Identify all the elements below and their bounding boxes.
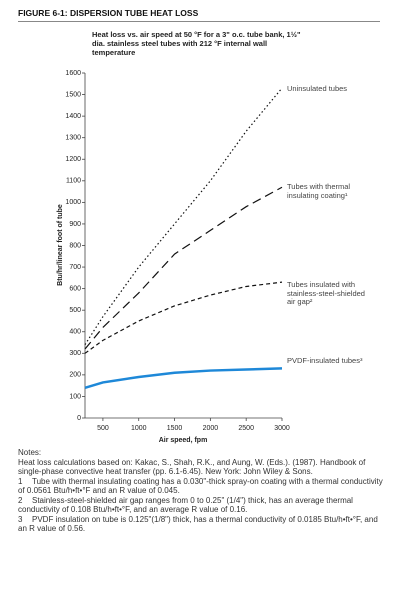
y-axis-label: Btu/hr/linear foot of tube <box>57 204 64 286</box>
y-tick-label: 1000 <box>65 199 81 206</box>
y-tick-label: 1200 <box>65 156 81 163</box>
notes-source: Heat loss calculations based on: Kakac, … <box>18 457 366 477</box>
note-item: 1 Tube with thermal insulating coating ha… <box>18 477 388 496</box>
series-label: Uninsulated tubes <box>287 84 348 93</box>
chart: Btu/hr/linear foot of tube Air speed, fp… <box>57 70 290 444</box>
x-tick-label: 1500 <box>167 425 183 432</box>
note-text: Stainless-steel-shielded air gap ranges … <box>18 495 353 515</box>
note-text: PVDF insulation on tube is 0.125"(1/8") … <box>18 514 378 534</box>
y-tick-label: 100 <box>69 393 81 400</box>
notes: Notes: Heat loss calculations based on: … <box>18 448 388 534</box>
note-item: 3 PVDF insulation on tube is 0.125"(1/8")… <box>18 515 388 534</box>
y-tick-label: 900 <box>69 221 81 228</box>
y-tick-label: 600 <box>69 285 81 292</box>
y-tick-label: 800 <box>69 242 81 249</box>
y-tick-label: 500 <box>69 307 81 314</box>
y-tick-label: 700 <box>69 264 81 271</box>
x-tick-label: 3000 <box>274 425 290 432</box>
series-label: Tubes with thermal insulating coating¹ <box>287 182 351 200</box>
series-line <box>84 87 283 346</box>
y-tick-label: 1600 <box>65 70 81 77</box>
title-rule <box>18 21 380 22</box>
note-number: 3 <box>18 514 23 524</box>
y-tick-label: 200 <box>69 372 81 379</box>
series-label: Tubes insulated with stainless-steel-shi… <box>287 280 365 306</box>
note-number: 1 <box>18 476 23 486</box>
y-tick-label: 400 <box>69 329 81 336</box>
note-number: 2 <box>18 495 23 505</box>
figure-title: FIGURE 6-1: DISPERSION TUBE HEAT LOSS <box>18 8 199 18</box>
y-tick-label: 300 <box>69 350 81 357</box>
x-tick-label: 500 <box>97 425 109 432</box>
y-tick-label: 1500 <box>65 91 81 98</box>
series-line <box>84 281 283 354</box>
chart-subtitle: Heat loss vs. air speed at 50 °F for a 3… <box>92 30 301 57</box>
x-tick-label: 2000 <box>203 425 219 432</box>
x-axis-label: Air speed, fpm <box>159 437 208 444</box>
note-items: 1 Tube with thermal insulating coating ha… <box>18 477 388 534</box>
x-tick-label: 2500 <box>238 425 254 432</box>
y-tick-label: 1300 <box>65 135 81 142</box>
notes-heading: Notes: <box>18 448 42 457</box>
y-tick-label: 0 <box>77 415 81 422</box>
y-tick-label: 1100 <box>66 178 81 185</box>
y-tick-label: 1400 <box>65 113 81 120</box>
x-tick-label: 1000 <box>131 425 147 432</box>
series-label: PVDF-insulated tubes³ <box>287 356 363 365</box>
note-item: 2 Stainless-steel-shielded air gap ranges… <box>18 496 388 515</box>
series-line <box>84 186 283 350</box>
note-text: Tube with thermal insulating coating has… <box>18 476 383 496</box>
series-line <box>84 367 283 390</box>
